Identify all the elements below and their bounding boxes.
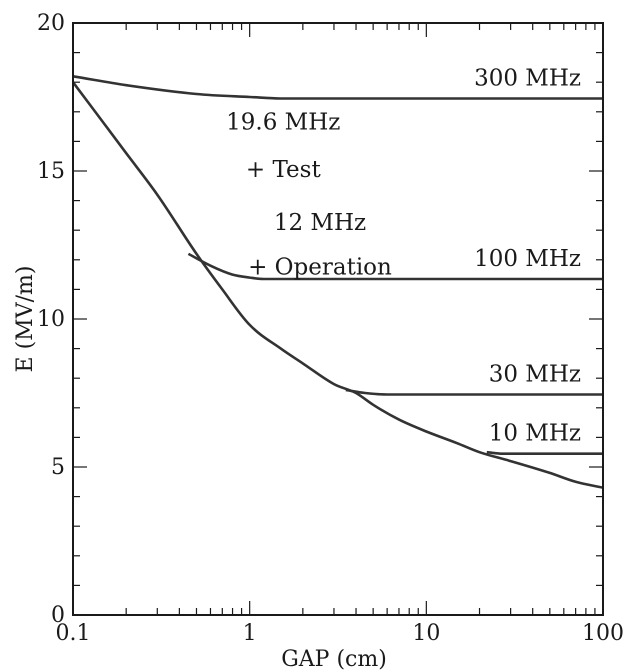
series-label-300-mhz: 300 MHz <box>474 65 581 91</box>
series-line-100-mhz <box>187 252 603 281</box>
x-tick-label: 0.1 <box>56 621 91 646</box>
annotation-operation: + Operation <box>248 255 392 281</box>
axis-ticks <box>72 22 604 616</box>
plot-frame <box>72 22 604 616</box>
tick-labels: 0.1 1 10 100 0 5 10 15 20 <box>37 11 623 646</box>
annotation-19-6-mhz: 19.6 MHz <box>226 110 340 136</box>
annotation-test: + Test <box>246 157 322 183</box>
x-tick-label: 1 <box>243 621 257 646</box>
series-label-100-mhz: 100 MHz <box>474 246 581 272</box>
y-tick-label: 10 <box>37 307 65 332</box>
series-label-30-mhz: 30 MHz <box>489 361 581 387</box>
x-axis-label: GAP (cm) <box>281 647 387 671</box>
annotation-12-mhz: 12 MHz <box>274 210 366 236</box>
series-line-10-mhz <box>486 450 603 456</box>
y-axis-label: E (MV/m) <box>13 266 38 373</box>
series-line-300-mhz <box>72 75 603 100</box>
annotations: 19.6 MHz + Test 12 MHz + Operation <box>226 110 392 281</box>
plot-curves: 300 MHz 100 MHz 30 MHz 10 MHz <box>71 65 604 489</box>
y-tick-label: 5 <box>51 455 65 480</box>
x-tick-label: 100 <box>582 621 623 646</box>
x-tick-label: 10 <box>412 621 440 646</box>
y-tick-label: 20 <box>37 11 65 36</box>
y-tick-label: 15 <box>37 159 65 184</box>
series-label-10-mhz: 10 MHz <box>489 421 581 447</box>
envelope-curve <box>71 81 604 489</box>
series-line-30-mhz <box>345 388 603 396</box>
y-tick-label: 0 <box>51 603 65 628</box>
